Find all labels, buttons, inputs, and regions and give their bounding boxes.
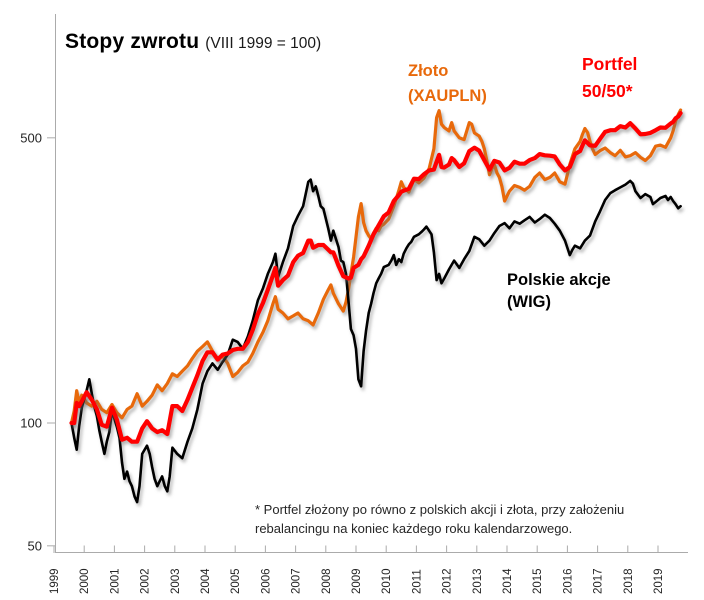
x-tick-label: 2000 (79, 568, 91, 594)
x-tick-label: 2019 (653, 568, 665, 594)
portfolio-line (69, 111, 683, 444)
gold-series-label-line1: Złoto (408, 62, 449, 80)
x-tick-label: 2004 (200, 568, 212, 594)
gold-line (69, 108, 683, 425)
y-tick-label: 100 (20, 416, 42, 431)
y-tick-label: 500 (20, 130, 42, 145)
wig-series-label: Polskie akcje (WIG) (507, 269, 611, 313)
x-tick-label: 2012 (442, 568, 454, 594)
x-tick-label: 2007 (291, 568, 303, 594)
x-tick-label: 2003 (170, 568, 182, 594)
x-tick-label: 2009 (351, 568, 363, 594)
wig-line (70, 178, 682, 504)
x-tick-label: 2002 (140, 568, 152, 594)
x-tick-label: 2018 (623, 568, 635, 594)
x-tick-label: 2006 (260, 568, 272, 594)
chart-title-suffix: (VIII 1999 = 100) (205, 35, 322, 52)
footnote-line1: * Portfel złożony po równo z polskich ak… (255, 502, 625, 517)
gold-series-label-line2: (XAUPLN) (408, 87, 487, 105)
x-tick-label: 2016 (562, 568, 574, 594)
x-tick-label: 2017 (593, 568, 605, 594)
x-tick-label: 2001 (109, 568, 121, 594)
chart-title-main: Stopy zwrotu (65, 30, 200, 53)
wig-series-label-line2: (WIG) (507, 293, 551, 311)
footnote-line2: rebalancingu na koniec każdego roku kale… (255, 521, 573, 536)
y-tick-label: 50 (28, 538, 42, 553)
portfolio-series-label-line2: 50/50* (582, 81, 633, 101)
gold-series-label: Złoto (XAUPLN) (408, 59, 487, 109)
footnote: * Portfel złożony po równo z polskich ak… (255, 500, 624, 538)
portfolio-series-label: Portfel 50/50* (582, 51, 637, 105)
wig-series-label-line1: Polskie akcje (507, 271, 611, 289)
x-tick-label: 2015 (532, 568, 544, 594)
x-tick-label: 1999 (49, 568, 61, 594)
x-tick-label: 2008 (321, 568, 333, 594)
x-tick-label: 2014 (502, 568, 514, 594)
x-tick-label: 2013 (472, 568, 484, 594)
x-tick-label: 2010 (381, 568, 393, 594)
x-tick-label: 2011 (411, 569, 423, 594)
x-tick-label: 2005 (230, 568, 242, 594)
portfolio-series-label-line1: Portfel (582, 54, 638, 74)
chart-title: Stopy zwrotu (VIII 1999 = 100) (65, 30, 321, 54)
